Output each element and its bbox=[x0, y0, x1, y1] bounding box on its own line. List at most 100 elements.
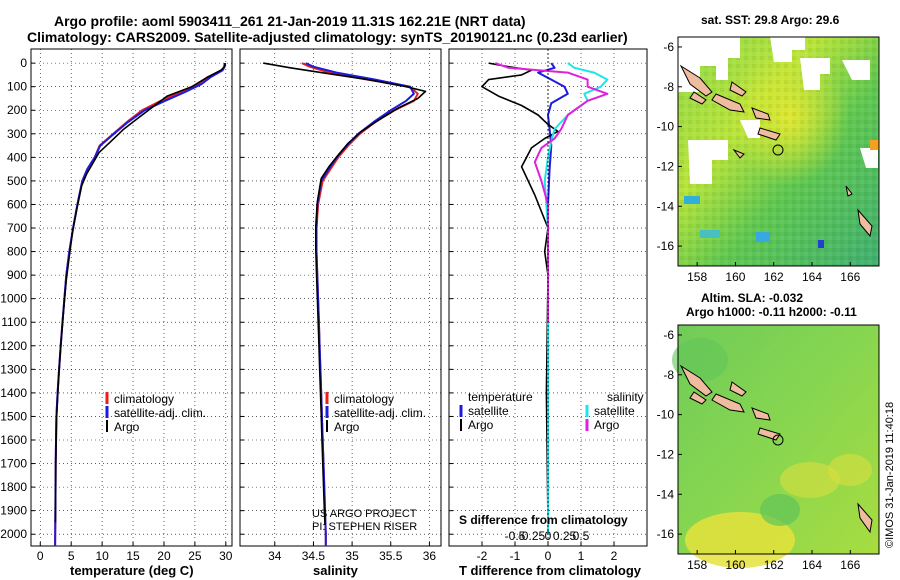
legend-label-t-satellite: satellite bbox=[468, 404, 509, 418]
map-y-tick-label: -16 bbox=[657, 527, 675, 541]
difference-xlabel: T difference from climatology bbox=[459, 563, 642, 578]
x-tick-label: 35.5 bbox=[379, 549, 403, 563]
difference-grid bbox=[449, 49, 647, 546]
map-x-tick-label: 164 bbox=[802, 270, 822, 284]
temperature-series bbox=[54, 62, 227, 547]
x-tick-label: 35 bbox=[345, 549, 359, 563]
depth-tick-label: 100 bbox=[7, 80, 27, 94]
sst-cool-pixel bbox=[684, 196, 700, 204]
x-tick-label: 1 bbox=[578, 549, 585, 563]
difference-legend: temperature satellite Argo salinity sate… bbox=[459, 390, 644, 432]
sla-low-blob bbox=[760, 494, 800, 526]
salinity-frame bbox=[239, 48, 442, 547]
x-tick-label: 20 bbox=[157, 549, 171, 563]
s-tick-label: 0.25 bbox=[553, 529, 577, 543]
sla-map-ticks: 158 160 162 164 166 -6 -8 -10 -12 -14 -16 bbox=[657, 328, 861, 572]
salinity-panel: 34 34.5 35 35.5 36 salinity climatology sate… bbox=[239, 48, 442, 578]
map-x-tick-label: 162 bbox=[764, 270, 784, 284]
x-tick-label: 0 bbox=[545, 549, 552, 563]
x-tick-label: 15 bbox=[126, 549, 140, 563]
x-tick-label: 34 bbox=[268, 549, 282, 563]
sst-cloud-gap bbox=[740, 120, 760, 138]
x-tick-label: 5 bbox=[68, 549, 75, 563]
map-x-tick-label: 160 bbox=[725, 270, 745, 284]
map-y-tick-label: -10 bbox=[657, 120, 675, 134]
temperature-xlabel: temperature (deg C) bbox=[70, 563, 194, 578]
depth-tick-label: 1500 bbox=[0, 409, 27, 423]
sst-cool-pixel bbox=[756, 232, 770, 242]
s-tick-label: -0.25 bbox=[518, 529, 546, 543]
depth-tick-label: 400 bbox=[7, 150, 27, 164]
sst-map-ticks: 158 160 162 164 166 -6 -8 -10 -12 -14 -16 bbox=[657, 40, 861, 284]
map-x-tick-label: 166 bbox=[840, 270, 860, 284]
sla-title-1: Altim. SLA: -0.032 bbox=[701, 291, 803, 305]
temperature-panel: 0 5 10 15 20 25 30 temperature (deg C) climato… bbox=[30, 48, 233, 578]
sst-map-title: sat. SST: 29.8 Argo: 29.6 bbox=[701, 13, 840, 27]
legend-temperature-title: temperature bbox=[468, 390, 533, 404]
sla-title-2: Argo h1000: -0.11 h2000: -0.11 bbox=[686, 305, 857, 319]
x-tick-label: 25 bbox=[188, 549, 202, 563]
legend-label-climatology: climatology bbox=[334, 392, 394, 406]
map-y-tick-label: -6 bbox=[663, 40, 674, 54]
sst-cloud-gap bbox=[688, 140, 728, 184]
x-tick-label: 36 bbox=[423, 549, 437, 563]
sst-map-panel: sat. SST: 29.8 Argo: 29.6 bbox=[657, 13, 880, 284]
sla-argo-marker bbox=[772, 434, 784, 446]
legend-salinity-title: salinity bbox=[607, 390, 644, 404]
map-y-tick-label: -6 bbox=[663, 328, 674, 342]
sla-map-frame bbox=[677, 324, 880, 555]
depth-tick-label: 800 bbox=[7, 245, 27, 259]
depth-tick-label: 2000 bbox=[0, 527, 27, 541]
x-tick-label: -2 bbox=[477, 549, 488, 563]
sst-cloud-gap bbox=[860, 148, 878, 168]
sst-cool-pixel bbox=[818, 240, 824, 248]
map-x-tick-label: 164 bbox=[802, 558, 822, 572]
legend-label-s-argo: Argo bbox=[594, 418, 620, 432]
salinity-xlabel: salinity bbox=[313, 563, 359, 578]
legend-label-climatology: climatology bbox=[114, 392, 174, 406]
map-x-tick-label: 162 bbox=[764, 558, 784, 572]
sla-low-blob bbox=[672, 338, 728, 382]
depth-tick-label: 0 bbox=[20, 56, 27, 70]
map-y-tick-label: -12 bbox=[657, 447, 675, 461]
header-line-1: Argo profile: aoml 5903411_261 21-Jan-20… bbox=[54, 13, 526, 29]
credit-pi: PI: STEPHEN RISER bbox=[312, 521, 417, 533]
salinity-x-ticks: 34 34.5 35 35.5 36 bbox=[268, 542, 436, 563]
legend-label-argo: Argo bbox=[334, 420, 360, 434]
map-x-tick-label: 158 bbox=[687, 558, 707, 572]
legend-label-t-argo: Argo bbox=[468, 418, 494, 432]
x-tick-label: 34.5 bbox=[302, 549, 326, 563]
difference-s-ticks: -0.5-0.25 0 0.250.5 bbox=[505, 529, 590, 543]
depth-tick-label: 1600 bbox=[0, 433, 27, 447]
map-y-tick-label: -8 bbox=[663, 368, 674, 382]
salinity-grid bbox=[240, 49, 441, 546]
depth-tick-label: 1900 bbox=[0, 504, 27, 518]
temperature-legend: climatology satellite-adj. clim. Argo bbox=[105, 392, 206, 434]
map-y-tick-label: -12 bbox=[657, 159, 675, 173]
x-tick-label: 30 bbox=[219, 549, 233, 563]
sla-islands bbox=[679, 364, 873, 534]
difference-s-label: S difference from climatology bbox=[459, 513, 628, 527]
depth-tick-label: 500 bbox=[7, 174, 27, 188]
x-tick-label: 2 bbox=[611, 549, 618, 563]
footer-stamp: ©IMOS 31-Jan-2019 11:40:18 bbox=[884, 402, 896, 548]
depth-tick-label: 1700 bbox=[0, 457, 27, 471]
map-x-tick-label: 158 bbox=[687, 270, 707, 284]
s-tick-label: -0.5 bbox=[505, 529, 526, 543]
sst-islands bbox=[679, 64, 873, 238]
sst-cloud-gap bbox=[842, 60, 870, 80]
map-y-tick-label: -16 bbox=[657, 239, 675, 253]
legend-label-satellite: satellite-adj. clim. bbox=[334, 406, 426, 420]
x-tick-label: -1 bbox=[510, 549, 521, 563]
sla-high-blob bbox=[780, 462, 840, 498]
sst-cool-pixel bbox=[700, 230, 720, 238]
s-tick-label: 0 bbox=[545, 529, 552, 543]
series-argo bbox=[54, 62, 226, 523]
depth-tick-label: 1100 bbox=[1, 315, 27, 329]
depth-tick-label: 1800 bbox=[0, 480, 27, 494]
depth-tick-label: 1000 bbox=[0, 292, 27, 306]
difference-x-ticks: -2 -1 0 1 2 bbox=[477, 542, 618, 563]
salinity-series bbox=[263, 62, 427, 546]
depth-tick-label: 1400 bbox=[0, 386, 27, 400]
sst-cloud-gap bbox=[770, 37, 805, 62]
